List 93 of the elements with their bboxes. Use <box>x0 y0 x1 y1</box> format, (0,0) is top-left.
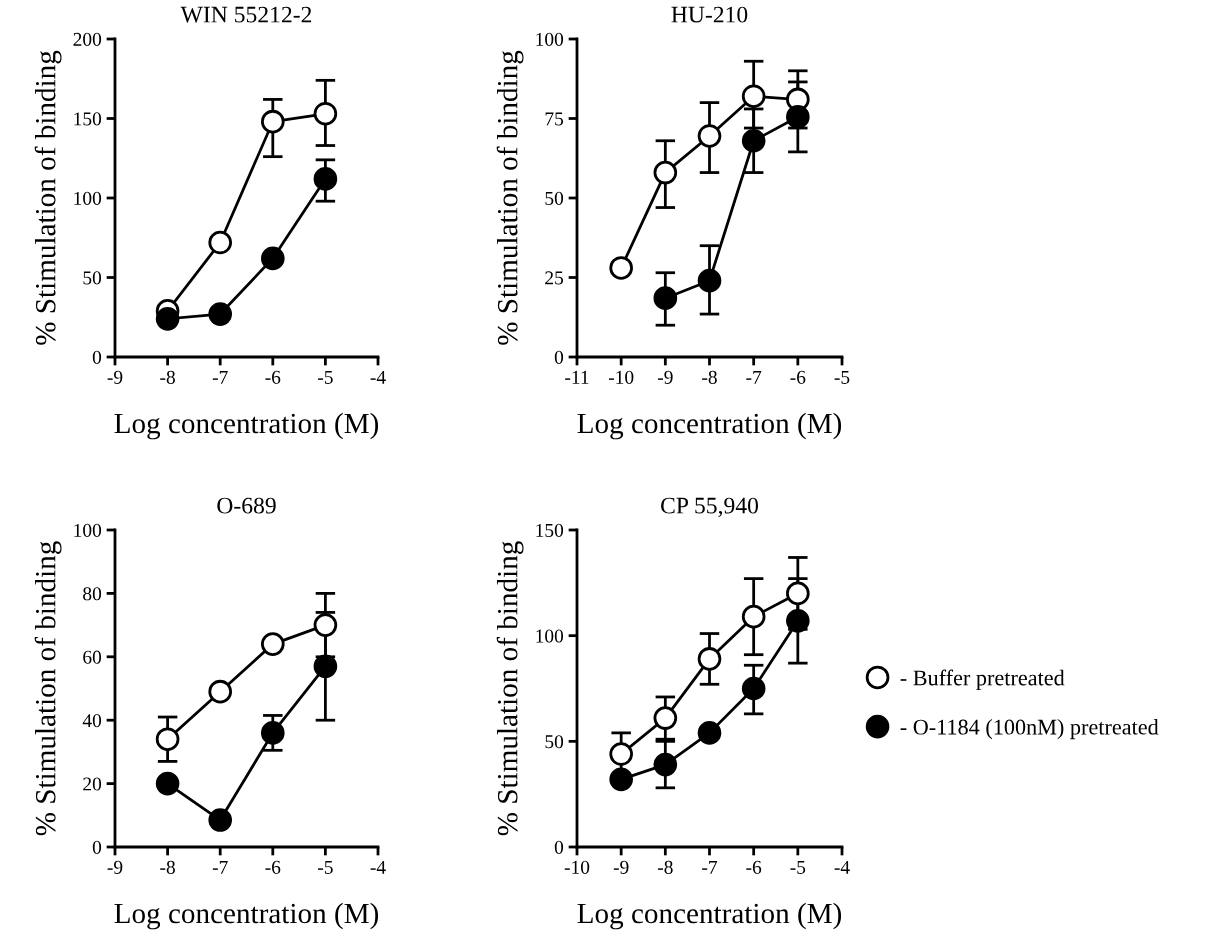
x-tick-label: -4 <box>370 370 386 384</box>
point <box>260 246 285 271</box>
x-tick-label: -7 <box>212 860 228 874</box>
point <box>653 752 678 777</box>
point <box>313 101 338 126</box>
chart-title: HU-210 <box>671 6 748 23</box>
point <box>208 302 233 326</box>
chart-title: CP 55,940 <box>661 497 759 517</box>
x-tick-label: -8 <box>160 860 175 874</box>
point <box>260 632 285 656</box>
point <box>741 604 766 629</box>
x-tick-label: -4 <box>370 860 386 874</box>
point <box>260 109 285 134</box>
x-tick-label: -10 <box>564 860 590 874</box>
y-tick-label: 20 <box>83 777 102 791</box>
y-tick-label: 100 <box>74 191 102 205</box>
y-axis-title: % Stimulation of binding <box>34 541 62 836</box>
chart-title: O-689 <box>217 497 276 514</box>
point <box>155 727 180 752</box>
x-tick-label: -4 <box>834 860 850 874</box>
point <box>697 268 722 293</box>
y-tick-label: 50 <box>545 735 564 749</box>
point <box>786 105 810 129</box>
y-axis-title: % Stimulation of binding <box>496 50 524 345</box>
point <box>697 647 722 671</box>
chart-title: WIN 55212-2 <box>180 6 312 23</box>
y-tick-label: 0 <box>554 350 564 364</box>
x-tick-label: -5 <box>790 860 806 874</box>
y-tick-label: 25 <box>545 271 564 285</box>
point <box>155 307 180 331</box>
y-tick-label: 80 <box>83 587 102 601</box>
x-axis-title: Log concentration (M) <box>114 902 379 930</box>
x-tick-label: -9 <box>657 370 673 384</box>
point <box>653 160 678 185</box>
x-tick-label: -6 <box>265 860 281 874</box>
y-tick-label: 50 <box>545 191 564 205</box>
point <box>653 706 678 730</box>
x-tick-label: -5 <box>318 860 333 874</box>
point <box>609 767 633 792</box>
y-tick-label: 75 <box>545 112 564 126</box>
point <box>313 167 338 191</box>
y-tick-label: 0 <box>92 350 102 364</box>
point <box>609 742 633 766</box>
y-tick-label: 150 <box>536 523 564 537</box>
point <box>741 128 766 153</box>
x-tick-label: -9 <box>107 370 123 384</box>
point <box>697 124 722 148</box>
x-tick-label: -7 <box>746 370 762 384</box>
x-tick-label: -7 <box>702 860 718 874</box>
x-tick-label: -5 <box>834 370 850 384</box>
x-axis-title: Log concentration (M) <box>577 412 842 440</box>
y-tick-label: 60 <box>83 650 102 664</box>
x-tick-label: -6 <box>265 370 281 384</box>
point <box>313 613 338 637</box>
y-tick-label: 0 <box>554 840 564 854</box>
y-tick-label: 40 <box>82 714 102 728</box>
legend-label: - Buffer pretreated <box>900 669 1065 690</box>
point <box>786 609 810 633</box>
y-tick-label: 100 <box>536 629 564 643</box>
x-tick-label: -8 <box>657 860 673 874</box>
x-tick-label: -9 <box>613 860 629 874</box>
point <box>260 721 285 745</box>
point <box>208 230 233 255</box>
x-tick-label: -6 <box>790 370 806 384</box>
x-tick-label: -10 <box>608 370 634 384</box>
x-tick-label: -9 <box>107 860 123 874</box>
point <box>208 808 233 832</box>
y-tick-label: 150 <box>74 112 102 126</box>
x-tick-label: -7 <box>212 370 228 384</box>
y-tick-label: 0 <box>92 840 102 854</box>
y-tick-label: 100 <box>74 523 102 537</box>
x-tick-label: -11 <box>565 370 589 384</box>
y-axis-title: % Stimulation of binding <box>496 541 524 836</box>
x-axis-title: Log concentration (M) <box>114 412 379 440</box>
x-tick-label: -8 <box>702 370 717 384</box>
point <box>786 581 810 606</box>
point <box>313 654 338 679</box>
point <box>697 721 722 745</box>
y-tick-label: 200 <box>73 32 102 46</box>
x-axis-title: Log concentration (M) <box>577 902 842 930</box>
x-tick-label: -8 <box>160 370 175 384</box>
point <box>653 286 678 310</box>
point <box>741 676 766 701</box>
x-tick-label: -5 <box>318 370 333 384</box>
y-axis-title: % Stimulation of binding <box>34 50 62 345</box>
point <box>609 256 633 280</box>
point <box>741 84 766 109</box>
legend-label: - O-1184 (100nM) pretreated <box>900 718 1159 740</box>
x-tick-label: -6 <box>746 860 762 874</box>
y-tick-label: 50 <box>83 271 102 285</box>
y-tick-label: 100 <box>536 32 564 46</box>
point <box>155 771 180 796</box>
point <box>208 679 233 704</box>
